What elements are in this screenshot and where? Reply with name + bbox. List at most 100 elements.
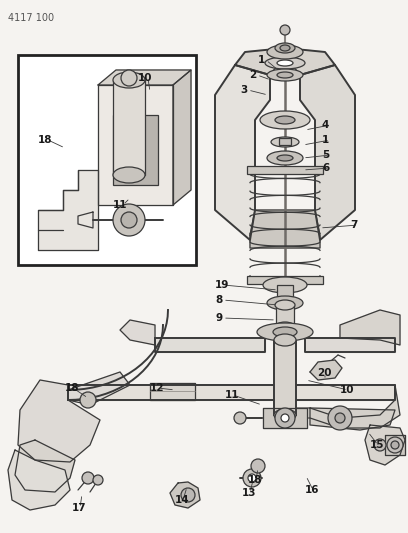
Polygon shape — [385, 435, 405, 455]
Ellipse shape — [277, 155, 293, 161]
Circle shape — [113, 204, 145, 236]
Circle shape — [328, 406, 352, 430]
Ellipse shape — [260, 111, 310, 129]
Text: 18: 18 — [65, 383, 80, 393]
Bar — [279, 138, 291, 145]
Circle shape — [181, 488, 195, 502]
Bar — [277, 285, 293, 303]
Text: 8: 8 — [215, 295, 222, 305]
Text: 11: 11 — [113, 200, 127, 210]
Circle shape — [251, 459, 265, 473]
Polygon shape — [155, 338, 265, 352]
Text: 2: 2 — [249, 70, 256, 80]
Bar — [276, 305, 294, 327]
Polygon shape — [173, 70, 191, 205]
Polygon shape — [150, 383, 195, 400]
Text: 3: 3 — [240, 85, 247, 95]
Circle shape — [281, 414, 289, 422]
Ellipse shape — [263, 277, 307, 293]
Circle shape — [121, 212, 137, 228]
Circle shape — [374, 439, 386, 451]
Polygon shape — [98, 85, 173, 205]
Ellipse shape — [267, 45, 303, 59]
Text: 18: 18 — [248, 475, 262, 485]
Bar — [113, 115, 158, 185]
Text: 15: 15 — [370, 440, 384, 450]
Text: 4: 4 — [322, 120, 329, 130]
Polygon shape — [305, 338, 395, 352]
Ellipse shape — [274, 334, 296, 346]
Text: 12: 12 — [150, 383, 164, 393]
Circle shape — [121, 70, 137, 86]
Text: 7: 7 — [350, 220, 357, 230]
Ellipse shape — [113, 167, 145, 183]
Circle shape — [82, 472, 94, 484]
Polygon shape — [215, 65, 270, 240]
Bar — [247, 166, 323, 174]
Text: 19: 19 — [215, 280, 229, 290]
Polygon shape — [310, 408, 395, 430]
Polygon shape — [235, 48, 335, 75]
Polygon shape — [340, 310, 400, 345]
Circle shape — [335, 413, 345, 423]
Polygon shape — [8, 450, 70, 510]
Polygon shape — [300, 65, 355, 240]
Text: 11: 11 — [225, 390, 239, 400]
Circle shape — [234, 412, 246, 424]
Circle shape — [80, 392, 96, 408]
Polygon shape — [68, 385, 395, 400]
Polygon shape — [23, 60, 191, 260]
Bar — [113, 80, 145, 175]
Ellipse shape — [273, 66, 297, 78]
Bar — [247, 276, 323, 284]
Polygon shape — [285, 385, 400, 428]
Ellipse shape — [275, 43, 295, 53]
Circle shape — [243, 469, 261, 487]
Polygon shape — [18, 380, 100, 462]
Text: 10: 10 — [138, 73, 153, 83]
Ellipse shape — [113, 72, 145, 88]
Text: 5: 5 — [322, 150, 329, 160]
Polygon shape — [98, 70, 191, 85]
Ellipse shape — [257, 323, 313, 341]
Bar — [274, 340, 296, 415]
Ellipse shape — [277, 72, 293, 78]
Circle shape — [248, 474, 256, 482]
Ellipse shape — [267, 296, 303, 310]
Ellipse shape — [275, 116, 295, 124]
Circle shape — [387, 437, 403, 453]
Text: 13: 13 — [242, 488, 257, 498]
Circle shape — [391, 441, 399, 449]
Polygon shape — [120, 320, 155, 345]
Polygon shape — [250, 210, 320, 248]
Text: 1: 1 — [258, 55, 265, 65]
Ellipse shape — [273, 327, 297, 337]
Ellipse shape — [265, 57, 305, 69]
Ellipse shape — [280, 45, 290, 51]
Text: 18: 18 — [38, 135, 53, 145]
Ellipse shape — [274, 409, 296, 421]
Ellipse shape — [277, 60, 293, 66]
Ellipse shape — [275, 300, 295, 310]
Text: 10: 10 — [340, 385, 355, 395]
Circle shape — [280, 25, 290, 35]
Text: 16: 16 — [305, 485, 319, 495]
Bar — [18, 55, 196, 265]
Text: 20: 20 — [317, 368, 331, 378]
Ellipse shape — [267, 151, 303, 165]
Polygon shape — [38, 170, 98, 250]
Ellipse shape — [275, 322, 295, 332]
Polygon shape — [15, 440, 75, 492]
Text: 9: 9 — [215, 313, 222, 323]
Polygon shape — [170, 482, 200, 508]
Polygon shape — [263, 408, 307, 428]
Polygon shape — [365, 425, 405, 465]
Text: 4117 100: 4117 100 — [8, 13, 54, 23]
Text: 14: 14 — [175, 495, 190, 505]
Text: 6: 6 — [322, 163, 329, 173]
Circle shape — [275, 408, 295, 428]
Ellipse shape — [271, 137, 299, 147]
Polygon shape — [68, 372, 130, 405]
Text: 17: 17 — [72, 503, 86, 513]
Ellipse shape — [267, 69, 303, 81]
